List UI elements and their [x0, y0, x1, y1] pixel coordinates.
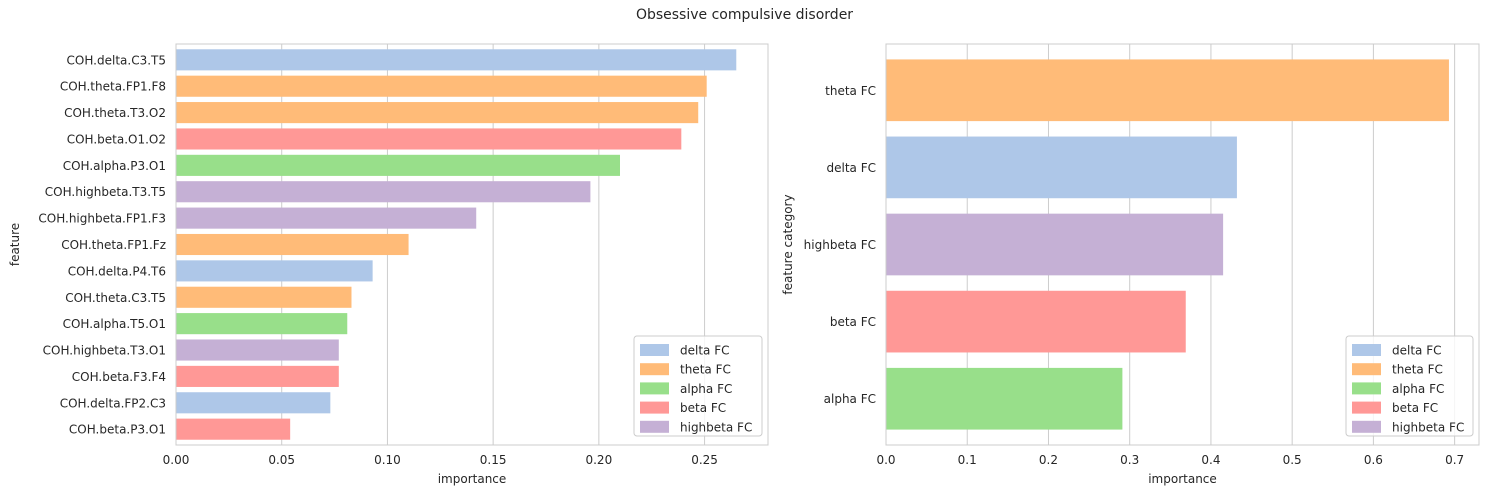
x-tick-label: 0.3	[1120, 453, 1139, 467]
legend-swatch-beta-fc	[640, 401, 669, 414]
bar-alpha-fc	[886, 367, 1123, 430]
bar-coh-theta-fp1-fz	[176, 233, 409, 256]
bar-coh-delta-c3-t5	[176, 49, 737, 71]
x-tick-label: 0.6	[1364, 453, 1383, 467]
y-tick-label: theta FC	[825, 84, 876, 98]
bar-delta-fc	[886, 136, 1237, 199]
x-tick-label: 0.25	[691, 453, 718, 467]
y-tick-label: COH.highbeta.FP1.F3	[38, 212, 166, 226]
legend-swatch-theta-fc	[1352, 363, 1381, 376]
bar-coh-theta-fp1-f8	[176, 75, 707, 97]
legend-swatch-theta-fc	[640, 363, 669, 376]
bar-coh-alpha-p3-o1	[176, 154, 620, 176]
y-tick-label: highbeta FC	[804, 238, 876, 252]
legend-swatch-alpha-fc	[640, 382, 669, 395]
x-tick-label: 0.7	[1445, 453, 1464, 467]
x-tick-label: 0.1	[958, 453, 977, 467]
x-axis-label: importance	[438, 472, 507, 486]
y-tick-label: COH.highbeta.T3.O1	[43, 344, 166, 358]
y-tick-label: COH.delta.P4.T6	[68, 264, 166, 278]
bar-coh-highbeta-t3-o1	[176, 339, 339, 361]
x-tick-label: 0.5	[1283, 453, 1302, 467]
legend-label-delta-fc: delta FC	[680, 344, 730, 358]
y-tick-label: COH.alpha.T5.O1	[63, 317, 166, 331]
y-tick-label: COH.theta.T3.O2	[64, 106, 166, 120]
y-tick-label: COH.theta.FP1.F8	[60, 80, 166, 94]
x-tick-label: 0.4	[1201, 453, 1220, 467]
y-tick-label: COH.delta.C3.T5	[67, 53, 166, 67]
right-chart: theta FC delta FC highbeta FC beta FC alpha …	[781, 43, 1480, 486]
legend-swatch-highbeta-fc	[1352, 420, 1381, 433]
legend-swatch-beta-fc	[1352, 401, 1381, 414]
y-axis-label: feature	[8, 223, 22, 266]
bar-beta-fc	[886, 290, 1186, 353]
bar-coh-highbeta-fp1-f3	[176, 207, 477, 229]
y-tick-label: alpha FC	[824, 392, 876, 406]
x-tick-label: 0.2	[1039, 453, 1058, 467]
y-tick-label: COH.theta.C3.T5	[65, 291, 166, 305]
legend-swatch-alpha-fc	[1352, 382, 1381, 395]
legend-label-beta-fc: beta FC	[680, 401, 726, 415]
legend-label-alpha-fc: alpha FC	[1392, 382, 1444, 396]
legend-swatch-highbeta-fc	[640, 420, 669, 433]
x-tick-label: 0.0	[876, 453, 895, 467]
x-tick-label: 0.00	[163, 453, 190, 467]
legend-label-theta-fc: theta FC	[1392, 363, 1443, 377]
bar-coh-highbeta-t3-t5	[176, 181, 591, 203]
y-tick-label: COH.beta.P3.O1	[69, 423, 166, 437]
legend-label-highbeta-fc: highbeta FC	[680, 420, 752, 434]
x-tick-label: 0.15	[480, 453, 507, 467]
legend-label-beta-fc: beta FC	[1392, 401, 1438, 415]
y-tick-label: COH.beta.O1.O2	[67, 132, 166, 146]
bar-coh-theta-c3-t5	[176, 286, 352, 308]
legend-label-highbeta-fc: highbeta FC	[1392, 420, 1464, 434]
legend-label-theta-fc: theta FC	[680, 363, 731, 377]
legend-swatch-delta-fc	[640, 344, 669, 356]
bar-theta-fc	[886, 59, 1449, 122]
x-axis-label: importance	[1148, 472, 1217, 486]
x-tick-label: 0.05	[268, 453, 295, 467]
left-chart: COH.delta.C3.T5 COH.theta.FP1.F8 COH.theta…	[8, 43, 769, 486]
plot-frame	[175, 43, 769, 446]
x-tick-label: 0.20	[585, 453, 612, 467]
y-tick-label: COH.beta.F3.F4	[72, 370, 166, 384]
bar-coh-delta-p4-t6	[176, 260, 373, 282]
bar-coh-beta-o1-o2	[176, 128, 682, 150]
figure-title: Obsessive compulsive disorder	[635, 7, 854, 23]
legend-label-delta-fc: delta FC	[1392, 344, 1442, 358]
legend: delta FC theta FC alpha FC beta FC highbeta …	[633, 335, 763, 437]
bar-coh-alpha-t5-o1	[176, 313, 348, 335]
bar-coh-beta-f3-f4	[176, 365, 339, 387]
legend: delta FC theta FC alpha FC beta FC highbeta …	[1345, 335, 1474, 437]
plot-frame	[885, 43, 1480, 446]
y-tick-label: COH.theta.FP1.Fz	[61, 238, 166, 252]
legend-label-alpha-fc: alpha FC	[680, 382, 732, 396]
y-tick-label: COH.delta.FP2.C3	[60, 396, 166, 410]
bar-coh-delta-fp2-c3	[176, 392, 331, 414]
x-tick-label: 0.10	[374, 453, 401, 467]
bar-coh-beta-p3-o1	[176, 418, 291, 440]
y-tick-label: COH.alpha.P3.O1	[63, 159, 166, 173]
y-tick-label: delta FC	[827, 161, 877, 175]
y-axis-label: feature category	[781, 194, 795, 294]
legend-swatch-delta-fc	[1352, 344, 1381, 356]
y-tick-label: COH.highbeta.T3.T5	[45, 185, 166, 199]
y-tick-label: beta FC	[830, 315, 876, 329]
bar-coh-theta-t3-o2	[176, 102, 699, 124]
bar-highbeta-fc	[886, 213, 1224, 276]
